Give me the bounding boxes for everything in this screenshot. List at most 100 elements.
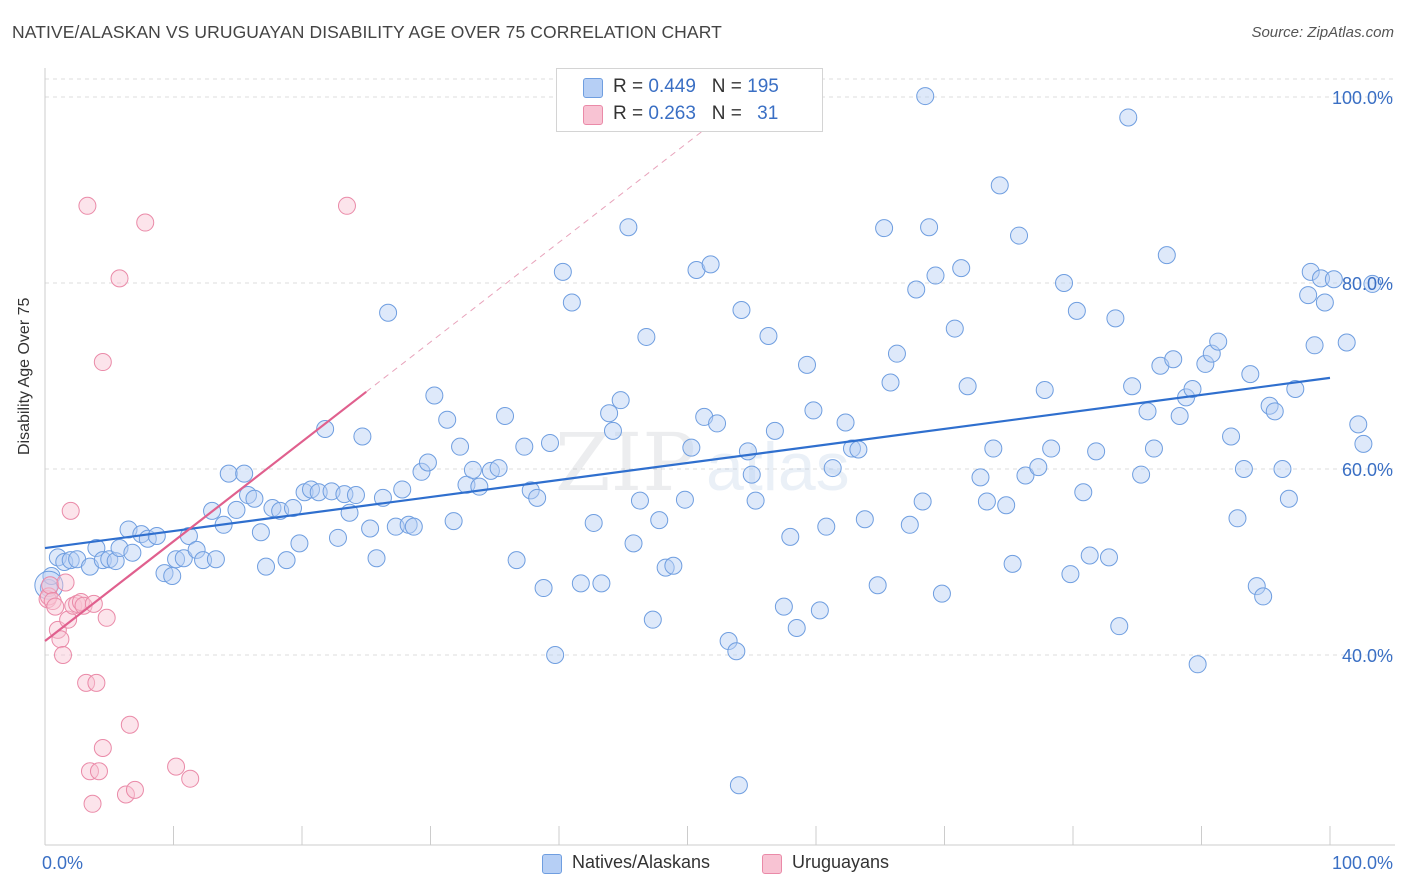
native-point	[855, 510, 874, 529]
uruguayans-trend-extension	[365, 112, 727, 393]
uruguayan-point	[56, 573, 75, 592]
native-point	[798, 355, 817, 374]
native-point	[1247, 577, 1266, 596]
native-point	[637, 327, 656, 346]
native-point	[553, 262, 572, 281]
native-point	[887, 344, 906, 363]
native-point	[1228, 509, 1247, 528]
native-point	[528, 488, 547, 507]
y-tick-label: 100.0%	[1332, 88, 1393, 108]
native-point	[952, 259, 971, 278]
native-point	[438, 410, 457, 429]
native-point	[650, 511, 669, 530]
native-point	[916, 87, 935, 106]
stats-legend: R = 0.449 N = 195 R = 0.263 N = 31	[556, 68, 823, 132]
native-point	[284, 499, 303, 518]
legend-row-natives: R = 0.449 N = 195	[583, 76, 779, 100]
native-point	[1061, 565, 1080, 584]
native-point	[346, 486, 365, 505]
native-point	[875, 219, 894, 238]
native-point	[977, 492, 996, 511]
native-point	[1363, 274, 1382, 293]
native-point	[328, 528, 347, 547]
native-point	[1087, 442, 1106, 461]
legend-swatch-uruguayans	[583, 105, 603, 125]
native-point	[611, 391, 630, 410]
native-point	[1055, 274, 1074, 292]
native-point	[451, 437, 470, 456]
native-point	[1164, 350, 1183, 369]
native-point	[1337, 333, 1356, 352]
native-point	[1183, 380, 1202, 399]
native-point	[1170, 406, 1189, 425]
native-point	[1254, 587, 1273, 606]
native-point	[727, 642, 746, 661]
uruguayan-point	[53, 646, 72, 664]
native-point	[765, 421, 784, 440]
native-point	[353, 427, 372, 446]
legend-n-value-uruguayans: 31	[757, 103, 779, 124]
native-point	[823, 459, 842, 478]
native-point	[379, 303, 398, 322]
native-point	[708, 414, 727, 433]
native-point	[425, 386, 444, 405]
legend-row-uruguayans: R = 0.263 N = 31	[583, 103, 778, 127]
native-point	[687, 260, 706, 279]
native-point	[1067, 301, 1086, 320]
uruguayan-point	[337, 196, 356, 215]
axes	[44, 68, 1395, 846]
watermark-zip: ZIP	[555, 416, 696, 509]
uruguayan-point	[87, 673, 106, 692]
native-point	[541, 433, 560, 452]
native-point	[945, 319, 964, 338]
bottom-legend-swatch-natives	[542, 854, 562, 874]
uruguayan-point	[125, 780, 144, 799]
native-point	[235, 464, 254, 483]
native-point	[61, 551, 80, 570]
native-point	[746, 491, 765, 510]
native-point	[194, 551, 213, 570]
native-point	[1016, 466, 1035, 485]
native-point	[1265, 402, 1284, 421]
native-point	[1099, 548, 1118, 567]
native-point	[1144, 439, 1163, 458]
native-point	[787, 619, 806, 638]
uruguayan-point	[116, 785, 135, 804]
native-point	[123, 543, 142, 562]
native-point	[187, 540, 206, 559]
legend-r-label: R =	[613, 103, 649, 124]
native-point	[849, 440, 868, 459]
native-point	[251, 523, 270, 542]
native-point	[163, 566, 182, 585]
native-point	[167, 550, 186, 569]
native-point	[600, 404, 619, 423]
native-point	[603, 421, 622, 440]
native-point	[804, 401, 823, 420]
uruguayan-point	[110, 269, 129, 288]
native-point	[1010, 226, 1029, 245]
native-point	[393, 480, 412, 499]
native-point	[1222, 427, 1241, 446]
native-point	[920, 218, 939, 237]
natives-trend-line	[44, 376, 1331, 550]
native-point	[881, 373, 900, 392]
native-point	[1119, 108, 1138, 127]
native-point	[997, 496, 1016, 515]
watermark-atlas: atlas	[706, 429, 850, 505]
chart-title: NATIVE/ALASKAN VS URUGUAYAN DISABILITY A…	[12, 22, 722, 42]
native-point	[971, 468, 990, 487]
x-tick-label-max: 100.0%	[1332, 853, 1393, 873]
native-point	[1123, 377, 1142, 396]
native-point	[1324, 270, 1343, 289]
native-point	[675, 490, 694, 509]
native-point	[93, 551, 112, 570]
native-point	[100, 550, 119, 569]
native-point	[842, 439, 861, 458]
native-point	[868, 576, 887, 595]
uruguayan-point	[51, 630, 70, 649]
native-point	[1354, 434, 1373, 453]
native-point	[729, 776, 748, 795]
native-point	[1138, 402, 1157, 421]
uruguayan-point	[120, 715, 139, 734]
